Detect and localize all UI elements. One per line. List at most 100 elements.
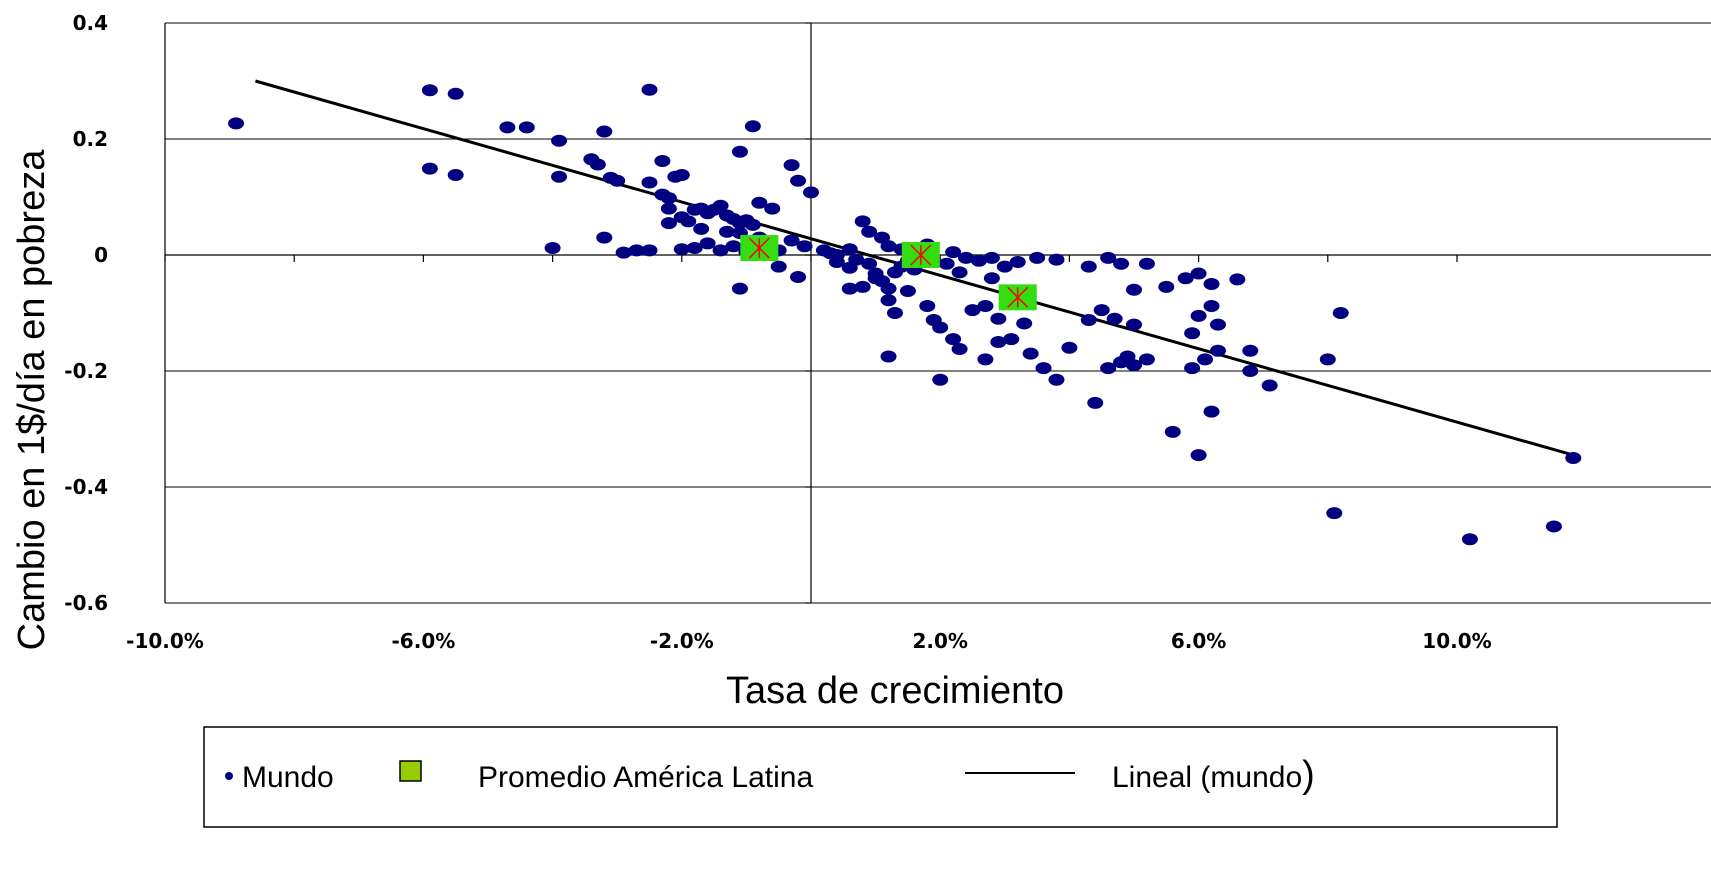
data-point [731,145,748,158]
legend-mundo-marker [225,772,233,780]
data-point [841,282,858,295]
data-point [1126,318,1142,331]
x-tick-label: -6.0% [392,629,456,653]
data-point [1545,520,1562,533]
data-point [990,312,1007,325]
data-point [919,300,936,313]
data-point [1190,309,1207,322]
data-point [1203,300,1220,313]
y-tick-labels: 0.4 0.2 0 -0.2 -0.4 -0.6 [64,11,108,615]
data-point [770,260,787,273]
data-point [1016,317,1033,330]
data-point [1093,304,1110,317]
data-point [654,155,671,168]
data-point [1184,327,1201,340]
latam-marker [998,284,1037,311]
y-tick-label: 0.4 [73,11,108,35]
data-point [1184,362,1201,375]
x-tick-label: -10.0% [126,629,204,653]
data-point [945,333,962,346]
x-tick-label: 2.0% [912,629,967,653]
data-point [841,243,858,256]
data-point [518,121,535,134]
data-point [1022,347,1039,360]
legend-latam-label: Promedio América Latina [478,761,813,794]
data-point [641,176,658,189]
data-point [854,215,871,228]
data-point [660,192,677,205]
y-axis-title: Cambio en 1$/día en pobreza [11,149,53,651]
data-point [1035,362,1052,375]
data-point [1048,253,1065,266]
data-point [551,134,568,147]
data-point [1048,373,1065,386]
data-point [945,246,962,259]
data-point [764,202,781,215]
data-point [951,342,968,355]
data-point [1319,353,1336,366]
legend-line-text: Lineal (mundo [1112,761,1302,794]
y-tick-label: -0.4 [64,475,108,499]
legend: Mundo Promedio América Latina Lineal (mu… [203,726,1558,828]
data-point [1061,341,1078,354]
data-point [641,83,658,96]
legend-box [203,726,1558,828]
data-point [932,321,949,334]
data-point [641,244,658,257]
y-tick-label: 0.2 [73,127,108,151]
data-point [861,225,878,238]
data-point [673,168,690,181]
data-point [615,246,632,259]
data-point [1100,251,1117,264]
data-point [958,251,975,264]
data-point [996,260,1013,273]
data-point [932,373,949,386]
data-point [744,120,761,133]
data-point [628,244,645,257]
latam-marker [740,235,779,262]
data-point [421,162,438,175]
data-point [1009,255,1026,268]
data-point [660,217,677,230]
data-point [803,186,819,199]
x-tick-labels: -10.0% -6.0% -2.0% 2.0% 6.0% 10.0% [126,629,1492,653]
data-point [699,237,716,250]
data-point [447,87,464,100]
data-point [951,266,968,279]
data-point [499,121,516,134]
data-point [1565,452,1582,464]
data-point [551,170,568,183]
x-tick-label: -2.0% [650,629,714,653]
data-point [938,257,955,270]
data-point [899,284,916,297]
data-point [751,196,768,209]
data-point [1080,260,1097,273]
data-point [609,174,626,187]
data-point [589,158,606,171]
data-point [790,271,807,284]
data-point [1113,257,1130,270]
data-point [977,353,994,366]
data-point [693,222,710,235]
data-point [1203,278,1220,290]
data-point [1126,283,1142,296]
data-point [1242,344,1259,357]
data-point [1100,362,1117,375]
data-point [447,168,464,181]
data-point [867,272,884,285]
data-point [861,257,878,270]
data-point [1332,307,1349,319]
data-point [828,249,845,261]
data-point [744,218,761,231]
data-point [1087,396,1104,409]
data-point [1126,359,1142,372]
data-point [596,125,613,138]
data-point [880,282,897,295]
data-point [1261,379,1278,392]
data-point [1158,280,1175,293]
axis-ticks [164,22,1458,604]
data-point [686,242,703,255]
data-point [1029,251,1046,264]
data-point [1197,353,1214,366]
